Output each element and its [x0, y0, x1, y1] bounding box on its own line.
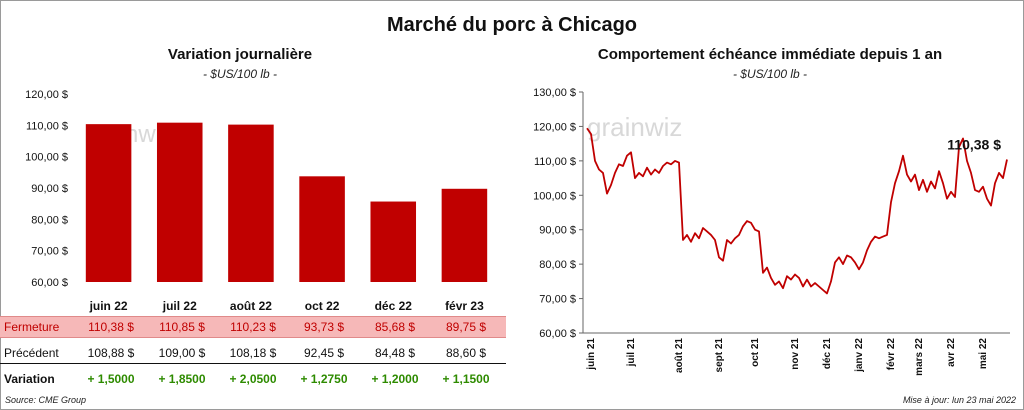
y-tick-label: 130,00 $ — [533, 87, 576, 99]
bar — [228, 124, 274, 282]
x-tick-label: août 22 — [230, 299, 272, 313]
previous-cell: 88,60 $ — [445, 346, 487, 360]
bar-chart-subtitle: - $US/100 lb - — [202, 67, 278, 81]
close-cell: 85,68 $ — [374, 320, 416, 334]
source-note: Source: CME Group — [5, 395, 87, 405]
y-tick-label: 100,00 $ — [533, 190, 576, 202]
x-tick-label: juin 22 — [89, 299, 128, 313]
close-cell: 93,73 $ — [303, 320, 345, 334]
x-tick-label: févr 23 — [445, 299, 484, 313]
variation-cell: + 1,5000 — [87, 372, 135, 386]
bar — [441, 188, 488, 282]
y-tick-label: 90,00 $ — [31, 183, 68, 195]
x-tick-label: mai 22 — [978, 338, 989, 370]
line-chart-subtitle: - $US/100 lb - — [732, 67, 808, 81]
x-tick-label: oct 22 — [305, 299, 340, 313]
y-tick-label: 110,00 $ — [534, 156, 576, 168]
close-cell: 110,23 $ — [230, 320, 276, 334]
watermark-text: grainwiz — [587, 112, 682, 142]
table-row-previous: Précédent 108,88 $ 109,00 $ 108,18 $ 92,… — [0, 343, 506, 364]
y-tick-label: 80,00 $ — [31, 214, 68, 226]
variation-row-label: Variation — [4, 372, 55, 386]
close-row-label: Fermeture — [4, 320, 60, 334]
y-tick-label: 70,00 $ — [31, 246, 68, 258]
x-tick-label: juil 21 — [626, 338, 637, 368]
previous-cell: 92,45 $ — [303, 346, 345, 360]
previous-cell: 109,00 $ — [158, 346, 206, 360]
close-cell: 110,85 $ — [159, 320, 205, 334]
close-cell: 89,75 $ — [445, 320, 487, 334]
x-tick-label: juin 21 — [586, 338, 597, 371]
bar-chart-title: Variation journalière — [167, 46, 313, 63]
bar — [85, 124, 132, 282]
variation-cell: + 2,0500 — [229, 372, 277, 386]
update-note: Mise à jour: lun 23 mai 2022 — [902, 395, 1016, 405]
y-tick-label: 60,00 $ — [31, 277, 68, 289]
price-series-line — [586, 127, 1008, 295]
x-tick-label: févr 22 — [886, 338, 897, 371]
x-tick-label: juil 22 — [162, 299, 197, 313]
bar — [299, 176, 345, 282]
y-tick-label: 60,00 $ — [539, 328, 576, 340]
y-tick-label: 120,00 $ — [533, 121, 576, 133]
previous-row-label: Précédent — [4, 346, 59, 360]
x-tick-label: janv 22 — [854, 338, 865, 373]
variation-cell: + 1,2750 — [300, 372, 348, 386]
x-tick-label: avr 22 — [946, 338, 957, 367]
x-tick-label: déc 22 — [375, 299, 413, 313]
x-tick-label: oct 21 — [750, 338, 761, 367]
front-month-line-chart: grainwiz 60,00 $ 70,00 $ 80,00 $ 90,00 $ 100,… — [533, 87, 1010, 376]
previous-cell: 84,48 $ — [374, 346, 416, 360]
y-tick-label: 110,00 $ — [26, 120, 68, 132]
y-tick-label: 70,00 $ — [539, 294, 576, 306]
previous-cell: 108,88 $ — [87, 346, 135, 360]
x-tick-label: mars 22 — [914, 338, 925, 376]
last-value-label: 110,38 $ — [947, 137, 1001, 153]
x-tick-label: août 21 — [674, 338, 685, 373]
previous-cell: 108,18 $ — [229, 346, 277, 360]
y-tick-label: 100,00 $ — [25, 152, 68, 164]
y-tick-label: 90,00 $ — [539, 225, 576, 237]
bar — [370, 201, 417, 282]
page-title: Marché du porc à Chicago — [386, 14, 638, 36]
variation-cell: + 1,8500 — [158, 372, 206, 386]
table-row-close: Fermeture 110,38 $ 110,85 $ 110,23 $ 93,… — [0, 316, 506, 338]
x-tick-label: déc 21 — [822, 338, 833, 370]
x-tick-label: sept 21 — [714, 338, 725, 373]
y-tick-label: 120,00 $ — [25, 89, 68, 101]
close-cell: 110,38 $ — [88, 320, 134, 334]
x-tick-label: nov 21 — [790, 338, 801, 370]
variation-cell: + 1,2000 — [371, 372, 419, 386]
line-chart-title: Comportement échéance immédiate depuis 1… — [597, 46, 943, 63]
variation-cell: + 1,1500 — [442, 372, 490, 386]
table-row-variation: Variation + 1,5000 + 1,8500 + 2,0500 + 1… — [0, 369, 506, 389]
y-tick-label: 80,00 $ — [539, 259, 576, 271]
bar — [156, 122, 203, 282]
